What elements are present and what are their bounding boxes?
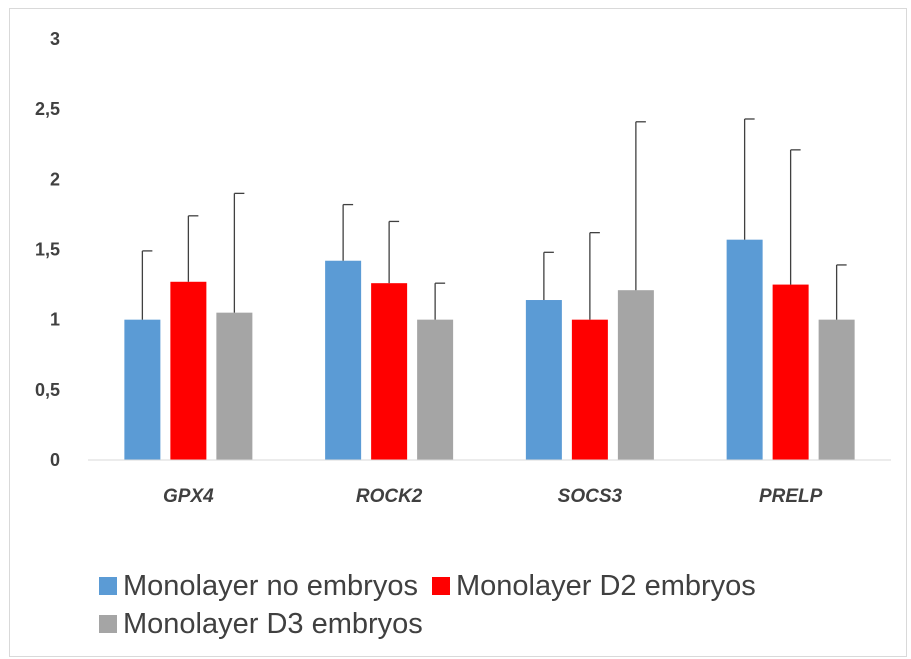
- bar-rock2-series-2: [417, 319, 454, 460]
- y-tick-label: 0: [50, 450, 60, 470]
- x-tick-label-rock2: ROCK2: [356, 486, 423, 507]
- bar-socs3-series-2: [617, 290, 654, 460]
- bar-socs3-series-1: [571, 319, 608, 460]
- x-axis-ticks: GPX4 ROCK2 SOCS3 PRELP: [163, 486, 823, 507]
- bar-chart: 0 0,5 1 1,5 2 2,5 3 GPX4 ROCK2 SOCS3 PRELP: [35, 29, 891, 507]
- y-tick-label: 2: [50, 169, 60, 189]
- bars: [124, 239, 855, 460]
- bar-prelp-series-0: [726, 239, 763, 460]
- chart-frame: [9, 8, 907, 657]
- bar-gpx4-series-1: [170, 281, 207, 460]
- bar-gpx4-series-2: [216, 312, 253, 460]
- legend: Monolayer no embryos Monolayer D2 embryo…: [99, 567, 889, 643]
- error-bars: [141, 118, 847, 320]
- legend-row-1: Monolayer no embryos Monolayer D2 embryo…: [99, 567, 889, 605]
- y-tick-label: 2,5: [35, 99, 60, 119]
- legend-label-no-embryos: Monolayer no embryos: [123, 569, 418, 602]
- legend-label-d3-embryos: Monolayer D3 embryos: [123, 607, 423, 640]
- legend-row-2: Monolayer D3 embryos: [99, 605, 889, 643]
- x-tick-label-gpx4: GPX4: [163, 486, 214, 507]
- legend-swatch-gray: [99, 615, 117, 633]
- x-tick-label-prelp: PRELP: [759, 486, 823, 507]
- legend-item-d3-embryos: Monolayer D3 embryos: [99, 608, 423, 641]
- legend-item-d2-embryos: Monolayer D2 embryos: [431, 569, 756, 603]
- legend-item-no-embryos: Monolayer no embryos: [99, 570, 418, 603]
- y-tick-label: 1,5: [35, 240, 60, 260]
- y-tick-label: 0,5: [35, 380, 60, 400]
- y-tick-label: 1: [50, 310, 60, 330]
- legend-swatch-red: [431, 577, 450, 595]
- bar-gpx4-series-0: [124, 319, 161, 460]
- bar-rock2-series-0: [325, 260, 362, 460]
- y-axis-ticks: 0 0,5 1 1,5 2 2,5 3: [35, 29, 60, 470]
- bar-socs3-series-0: [525, 300, 562, 460]
- y-tick-label: 3: [50, 29, 60, 49]
- bar-prelp-series-1: [772, 284, 809, 460]
- bar-rock2-series-1: [371, 283, 408, 460]
- x-tick-label-socs3: SOCS3: [558, 486, 623, 507]
- legend-label-d2-embryos: Monolayer D2 embryos: [455, 569, 756, 602]
- legend-swatch-blue: [99, 577, 117, 595]
- bar-prelp-series-2: [818, 319, 855, 460]
